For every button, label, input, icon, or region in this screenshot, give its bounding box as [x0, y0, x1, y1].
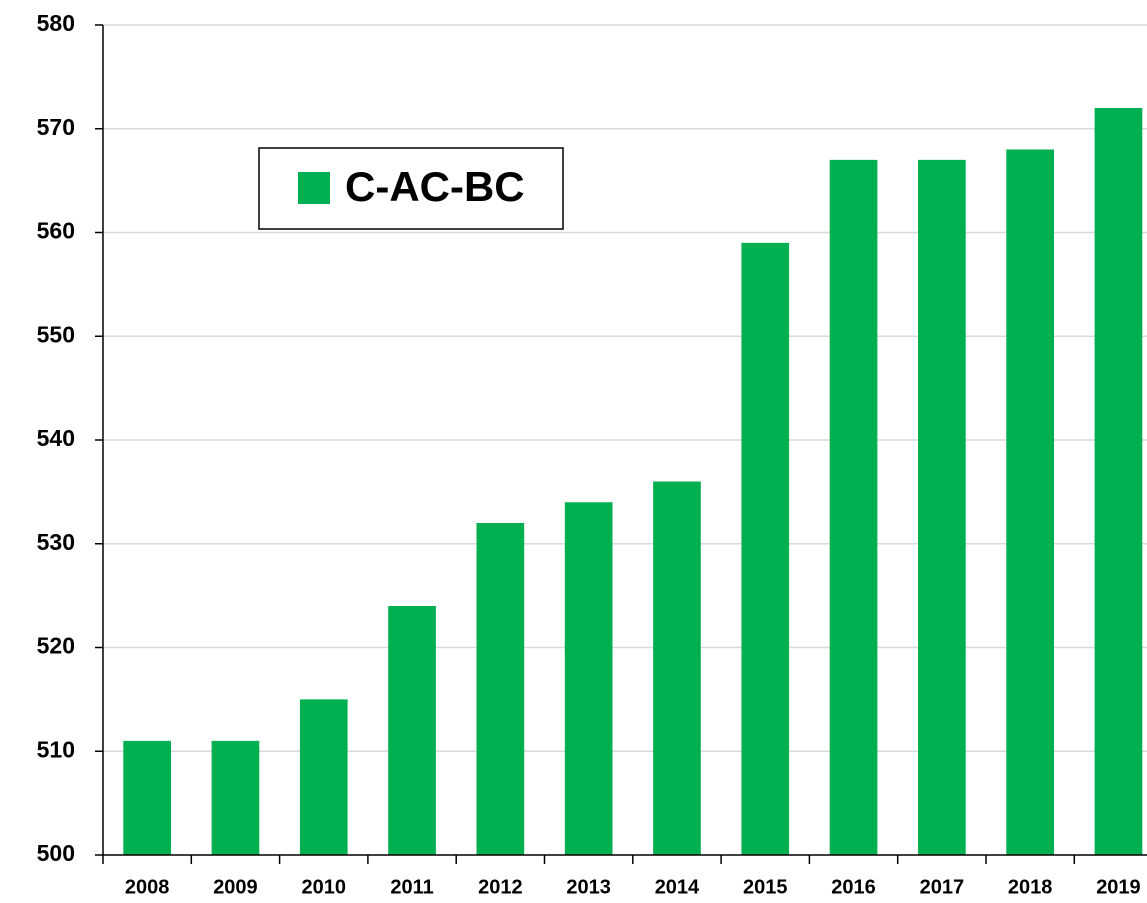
x-tick-label: 2016 — [831, 876, 876, 898]
x-tick-label: 2011 — [390, 876, 433, 898]
y-tick-label: 550 — [37, 321, 75, 347]
y-tick-label: 540 — [37, 425, 75, 451]
bar — [476, 523, 525, 855]
y-tick-label: 520 — [37, 633, 75, 659]
x-tick-label: 2012 — [478, 876, 523, 898]
legend-label: C-AC-BC — [345, 163, 525, 210]
bar — [123, 740, 171, 855]
bar — [564, 502, 613, 855]
bar — [211, 740, 260, 855]
x-tick-label: 2017 — [920, 876, 965, 898]
bar — [653, 481, 701, 855]
y-tick-label: 500 — [37, 840, 75, 866]
x-tick-label: 2019 — [1096, 876, 1141, 898]
x-tick-label: 2015 — [743, 876, 788, 898]
x-tick-label: 2010 — [302, 876, 347, 898]
x-tick-label: 2014 — [655, 876, 700, 898]
x-tick-label: 2018 — [1008, 876, 1053, 898]
bar — [1094, 108, 1143, 855]
legend-swatch — [298, 172, 330, 204]
bar — [1006, 149, 1054, 855]
x-tick-label: 2009 — [213, 876, 258, 898]
y-tick-label: 580 — [37, 10, 75, 36]
y-tick-label: 510 — [37, 736, 75, 762]
bar — [388, 606, 436, 855]
x-tick-label: 2008 — [125, 876, 170, 898]
bar — [299, 699, 348, 855]
bar — [741, 242, 790, 855]
y-tick-label: 570 — [37, 114, 75, 140]
y-tick-label: 530 — [37, 529, 75, 555]
bar — [918, 159, 966, 855]
bar — [829, 159, 878, 855]
x-tick-label: 2013 — [566, 876, 611, 898]
y-tick-label: 560 — [37, 218, 75, 244]
